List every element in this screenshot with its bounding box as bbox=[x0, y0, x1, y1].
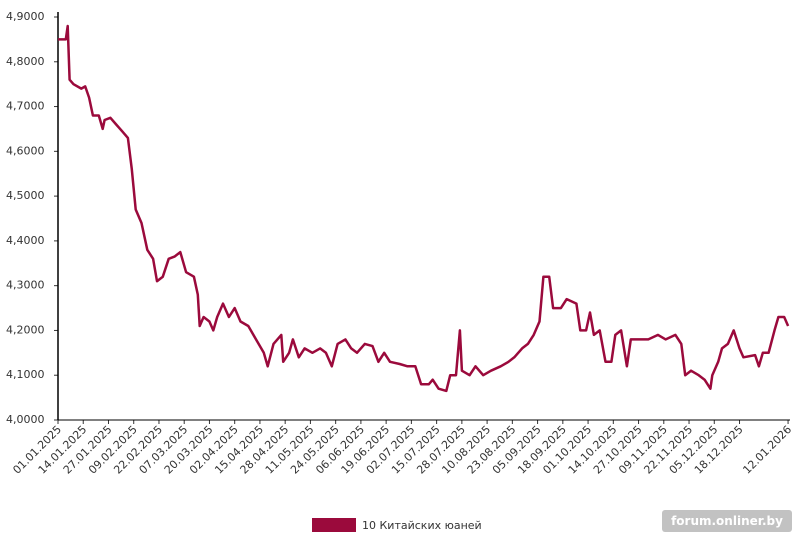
watermark: forum.onliner.by bbox=[671, 514, 783, 528]
y-tick-label: 4,3000 bbox=[6, 279, 45, 292]
y-tick-label: 4,0000 bbox=[6, 413, 45, 426]
y-tick-label: 4,5000 bbox=[6, 189, 45, 202]
legend-swatch bbox=[312, 518, 356, 532]
watermark-bg bbox=[662, 510, 792, 532]
legend-label: 10 Китайских юаней bbox=[362, 519, 482, 532]
y-tick-label: 4,4000 bbox=[6, 234, 45, 247]
y-tick-label: 4,8000 bbox=[6, 55, 45, 68]
y-tick-label: 4,6000 bbox=[6, 144, 45, 157]
line bbox=[58, 24, 790, 393]
y-tick-label: 4,9000 bbox=[6, 10, 45, 23]
y-tick-label: 4,7000 bbox=[6, 100, 45, 113]
y-tick-label: 4,1000 bbox=[6, 368, 45, 381]
y-tick-label: 4,2000 bbox=[6, 323, 45, 336]
